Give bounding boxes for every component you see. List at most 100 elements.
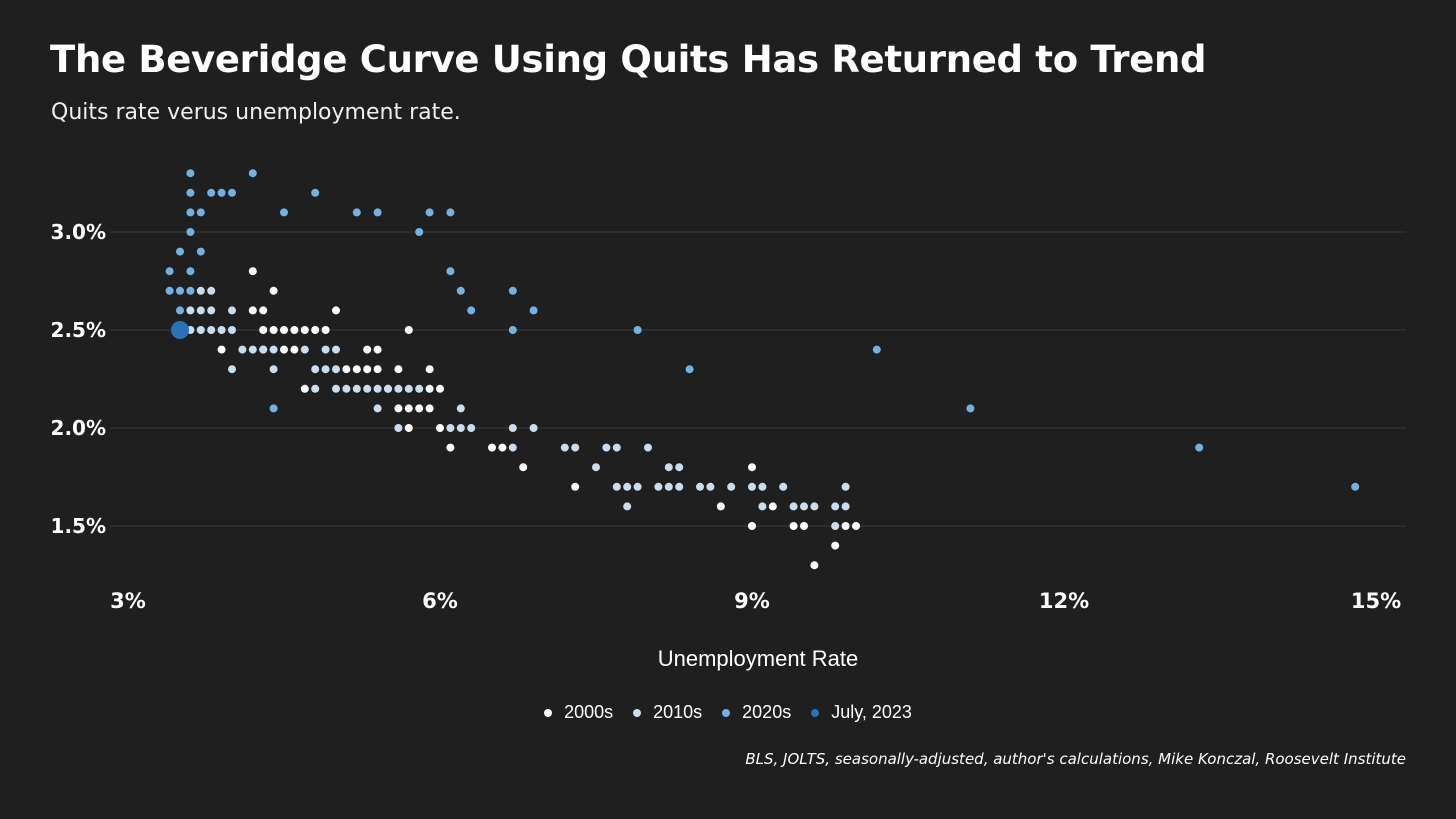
data-point	[363, 384, 372, 393]
data-point	[280, 345, 288, 354]
data-point	[560, 443, 569, 452]
data-point	[394, 404, 403, 413]
y-tick-label: 3.0%	[51, 220, 106, 244]
data-point	[1351, 482, 1360, 491]
data-point	[768, 502, 777, 511]
data-point	[758, 482, 767, 491]
data-point	[196, 306, 205, 315]
data-points	[165, 169, 1360, 570]
data-point	[342, 384, 351, 393]
data-point	[332, 384, 340, 393]
data-point	[456, 424, 465, 432]
data-point	[165, 267, 174, 276]
data-point	[446, 443, 455, 452]
data-point	[571, 443, 580, 452]
data-point	[415, 384, 424, 393]
data-point	[456, 286, 465, 295]
data-point	[176, 247, 184, 256]
legend-dot-icon	[722, 708, 731, 717]
data-point	[311, 365, 320, 374]
data-point	[872, 345, 881, 354]
data-point	[852, 522, 860, 530]
legend-label: July, 2023	[831, 702, 912, 722]
data-point	[425, 384, 434, 393]
data-point	[1195, 443, 1204, 452]
data-point	[446, 424, 455, 432]
data-point	[800, 502, 808, 511]
data-point	[290, 345, 299, 354]
data-point	[508, 326, 517, 334]
data-point	[716, 502, 725, 511]
data-point	[467, 424, 476, 432]
data-point	[446, 267, 455, 276]
data-point	[332, 306, 340, 315]
data-point	[248, 169, 257, 178]
data-point	[508, 286, 517, 295]
data-point	[602, 443, 611, 452]
data-point	[259, 326, 268, 334]
data-point	[207, 326, 216, 334]
data-point	[228, 188, 236, 197]
data-point	[592, 463, 600, 472]
series-july-2023	[171, 321, 189, 339]
data-point	[186, 306, 195, 315]
data-point	[966, 404, 975, 413]
x-tick-label: 12%	[1039, 589, 1089, 613]
data-point	[269, 404, 278, 413]
data-point	[186, 208, 195, 217]
data-point	[238, 345, 247, 354]
data-point	[269, 286, 278, 295]
data-point	[415, 228, 424, 236]
data-point	[508, 424, 517, 432]
data-point	[373, 208, 382, 217]
data-point	[186, 188, 195, 197]
legend-dot-icon	[544, 708, 553, 717]
legend-item: 2000s	[544, 702, 613, 723]
x-tick-label: 9%	[734, 589, 770, 613]
data-point	[789, 522, 798, 530]
data-point	[217, 188, 226, 197]
data-point	[425, 365, 434, 374]
legend-label: 2010s	[653, 702, 703, 722]
chart-subtitle: Quits rate verus unemployment rate.	[51, 100, 461, 125]
data-point	[196, 286, 205, 295]
y-tick-label: 1.5%	[51, 514, 106, 538]
data-point	[176, 286, 184, 295]
data-point	[841, 502, 850, 511]
source-note: BLS, JOLTS, seasonally-adjusted, author'…	[745, 750, 1406, 768]
data-point	[186, 286, 195, 295]
series-2000s	[217, 267, 860, 570]
data-point	[207, 188, 216, 197]
data-point	[831, 541, 840, 550]
data-point	[186, 169, 195, 178]
gridlines	[110, 231, 1406, 527]
data-point	[633, 482, 642, 491]
data-point	[248, 267, 257, 276]
data-point	[664, 482, 673, 491]
scatter-chart: 1.5% 2.0% 2.5% 3.0% 3% 6% 9% 12% 15% Unemployme…	[51, 169, 1406, 671]
data-point	[831, 502, 840, 511]
legend: 2000s 2010s 2020s July, 2023	[0, 702, 1456, 723]
data-point	[269, 365, 278, 374]
data-point	[706, 482, 715, 491]
data-point	[373, 404, 382, 413]
data-point	[176, 306, 184, 315]
data-point	[446, 208, 455, 217]
data-point	[165, 286, 174, 295]
data-point	[300, 345, 309, 354]
data-point	[623, 482, 632, 491]
data-point	[758, 502, 767, 511]
data-point	[488, 443, 496, 452]
data-point	[612, 443, 621, 452]
data-point	[571, 482, 580, 491]
data-point	[425, 404, 434, 413]
data-point	[696, 482, 704, 491]
data-point	[436, 424, 444, 432]
data-point	[623, 502, 632, 511]
data-point	[748, 482, 756, 491]
data-point	[456, 404, 465, 413]
data-point	[290, 326, 299, 334]
data-point	[363, 345, 372, 354]
data-point	[352, 208, 361, 217]
data-point	[675, 482, 684, 491]
